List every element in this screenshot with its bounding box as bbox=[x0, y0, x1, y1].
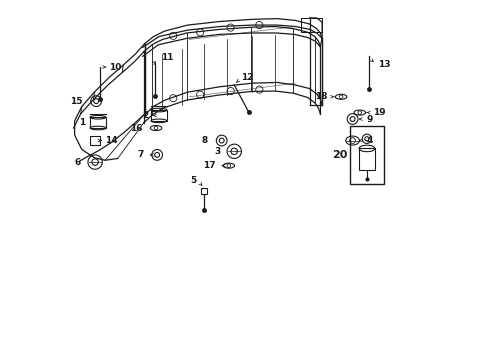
Bar bbox=[359, 148, 375, 170]
Text: 5: 5 bbox=[190, 176, 196, 185]
Text: 9: 9 bbox=[366, 114, 372, 123]
Bar bbox=[91, 136, 100, 145]
Text: 16: 16 bbox=[130, 123, 143, 132]
Bar bbox=[350, 126, 384, 184]
Text: 17: 17 bbox=[203, 161, 216, 170]
Text: 19: 19 bbox=[373, 108, 386, 117]
Text: 8: 8 bbox=[202, 136, 208, 145]
Text: 10: 10 bbox=[109, 63, 122, 72]
Text: 6: 6 bbox=[74, 158, 81, 167]
Text: 13: 13 bbox=[378, 60, 390, 69]
Bar bbox=[200, 188, 207, 194]
Text: 12: 12 bbox=[242, 73, 254, 82]
Text: 7: 7 bbox=[138, 150, 144, 159]
Text: 4: 4 bbox=[366, 136, 372, 145]
Text: 18: 18 bbox=[315, 92, 327, 101]
Bar bbox=[300, 18, 322, 32]
Bar bbox=[90, 117, 106, 128]
Bar bbox=[151, 110, 167, 121]
Text: 20: 20 bbox=[332, 150, 347, 160]
Text: 3: 3 bbox=[214, 147, 220, 156]
Text: 2: 2 bbox=[142, 111, 148, 120]
Text: 14: 14 bbox=[105, 136, 118, 145]
Text: 11: 11 bbox=[161, 53, 173, 62]
Text: 15: 15 bbox=[70, 96, 82, 105]
Text: 1: 1 bbox=[79, 118, 85, 127]
